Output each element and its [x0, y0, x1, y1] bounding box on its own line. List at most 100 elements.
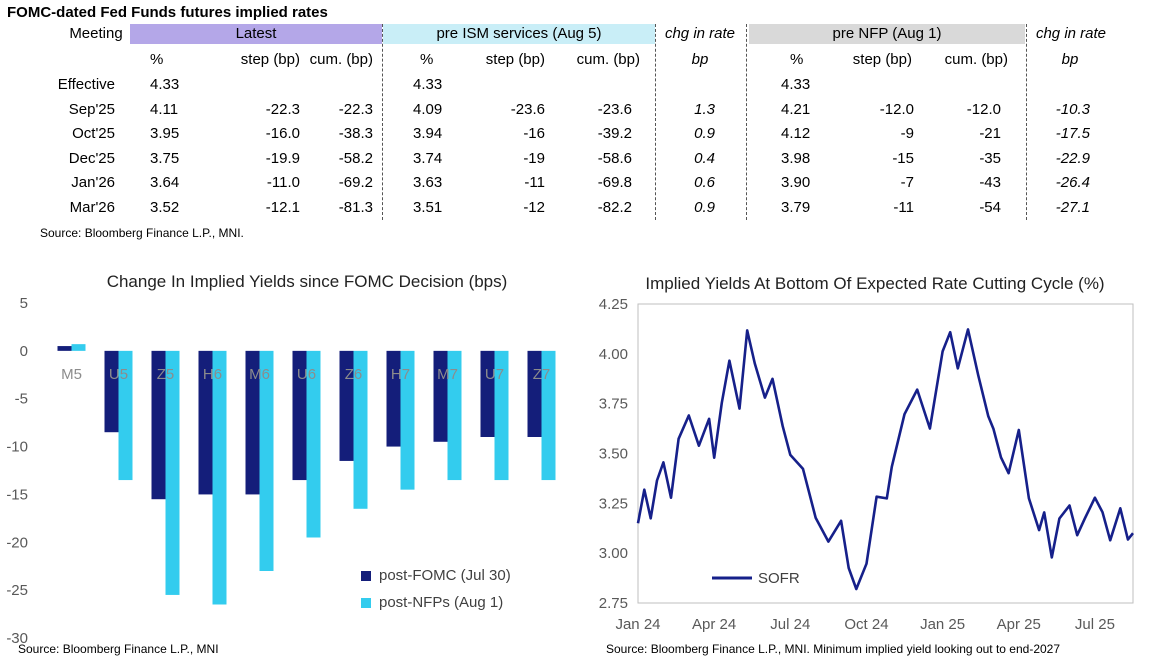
bar-post-nfp — [353, 350, 368, 509]
divider — [746, 24, 747, 220]
category-label: M6 — [249, 366, 270, 383]
row-label: Oct'25 — [72, 125, 115, 143]
table-cell: -35 — [979, 149, 1001, 167]
bar-chart-title: Change In Implied Yields since FOMC Deci… — [107, 272, 508, 291]
table-cell: 3.94 — [413, 125, 443, 143]
bar-post-fomc — [292, 350, 307, 481]
x-tick-label: Jul 25 — [1075, 616, 1115, 633]
table-cell: -16.0 — [265, 125, 300, 143]
bar-post-fomc — [433, 350, 448, 442]
bar-post-fomc — [57, 346, 72, 351]
table-cell: 4.12 — [781, 125, 811, 143]
category-label: U5 — [109, 366, 128, 383]
table-cell: -11 — [524, 174, 545, 192]
category-label: U7 — [485, 366, 504, 383]
y-tick-label: 3.75 — [599, 396, 628, 413]
table-cell: 1.3 — [694, 100, 715, 118]
table-title: FOMC-dated Fed Funds futures implied rat… — [7, 4, 328, 21]
table-cell: -58.6 — [597, 149, 632, 167]
table-subheader: % — [420, 51, 434, 68]
table-cell: -15 — [892, 149, 914, 167]
row-label: Dec'25 — [68, 149, 115, 167]
table-subheader: bp — [691, 51, 709, 68]
table-cell: 3.51 — [413, 199, 443, 216]
legend-swatch — [361, 598, 371, 608]
x-tick-label: Apr 24 — [692, 616, 736, 633]
bar-post-nfp — [447, 350, 462, 481]
line-chart-title: Implied Yields At Bottom Of Expected Rat… — [645, 274, 1104, 293]
table-cell: 0.6 — [694, 174, 715, 192]
table-cell: -12 — [523, 199, 545, 216]
table-cell: 4.11 — [150, 100, 179, 118]
table-cell: -19 — [523, 149, 545, 167]
y-tick-label: 5 — [20, 295, 28, 312]
row-label: Mar'26 — [69, 199, 115, 216]
x-tick-label: Oct 24 — [844, 616, 888, 633]
x-tick-label: Jan 24 — [615, 616, 660, 633]
table-cell: -11.0 — [266, 174, 300, 192]
table-cell: 3.75 — [150, 149, 180, 167]
x-tick-label: Jul 24 — [770, 616, 810, 633]
y-tick-label: -30 — [6, 630, 28, 647]
table-cell: -26.4 — [1055, 174, 1090, 192]
table-cell: 3.52 — [150, 199, 180, 216]
table-subheader: step (bp) — [485, 51, 545, 68]
bar-post-nfp — [400, 350, 415, 490]
bar-post-nfp — [71, 344, 86, 351]
table-cell: -23.6 — [510, 100, 545, 118]
y-tick-label: 0 — [20, 343, 28, 360]
table-cell: 3.98 — [781, 149, 811, 167]
category-label: H7 — [391, 366, 410, 383]
table-subheader: cum. (bp) — [944, 51, 1008, 68]
bar-post-fomc — [527, 350, 542, 437]
table-cell: -82.2 — [597, 199, 632, 216]
table-cell: -23.6 — [597, 100, 632, 118]
table-cell: 3.90 — [781, 174, 811, 192]
bar-post-nfp — [306, 350, 321, 538]
table-cell: 3.79 — [781, 199, 811, 216]
y-tick-label: 4.00 — [599, 346, 628, 363]
table-cell: -12.0 — [879, 100, 914, 118]
legend-label: post-NFPs (Aug 1) — [379, 594, 503, 611]
table-subheader: step (bp) — [852, 51, 912, 68]
bar-post-nfp — [118, 350, 133, 481]
table-cell: -12.1 — [265, 199, 300, 216]
table-cell: -54 — [979, 199, 1001, 216]
row-label: Effective — [57, 76, 115, 93]
table-cell: 4.21 — [781, 100, 811, 118]
bar-post-nfp — [212, 350, 227, 605]
table-cell: -58.2 — [338, 149, 373, 167]
bar-post-fomc — [151, 350, 166, 500]
row-label: Jan'26 — [71, 174, 115, 192]
divider — [1026, 24, 1027, 220]
table-cell: -22.3 — [338, 100, 373, 118]
y-tick-label: 3.25 — [599, 495, 628, 512]
sofr-line — [636, 328, 1135, 591]
group-header-pre-ism: pre ISM services (Aug 5) — [383, 24, 655, 44]
table-cell: -9 — [900, 125, 914, 143]
bar-post-fomc — [480, 350, 495, 437]
bar-post-fomc — [104, 350, 119, 433]
legend-label: SOFR — [758, 570, 800, 587]
group-header-chg-rate-2: chg in rate — [1027, 24, 1115, 44]
table-cell: 4.09 — [413, 100, 443, 118]
group-header-pre-nfp: pre NFP (Aug 1) — [749, 24, 1025, 44]
table-cell: -17.5 — [1055, 125, 1090, 143]
table-cell: 0.4 — [694, 149, 715, 167]
y-tick-label: 3.00 — [599, 545, 628, 562]
table-cell: 3.63 — [413, 174, 443, 192]
group-header-chg-rate-1: chg in rate — [656, 24, 744, 44]
bar-post-fomc — [198, 350, 213, 495]
category-label: U6 — [297, 366, 316, 383]
table-cell: 0.9 — [694, 199, 715, 216]
category-label: H6 — [203, 366, 222, 383]
category-label: Z5 — [157, 366, 175, 383]
bar-chart-source: Source: Bloomberg Finance L.P., MNI — [18, 642, 219, 656]
table-cell: -69.2 — [338, 174, 373, 192]
table-cell: 3.74 — [413, 149, 443, 167]
divider — [382, 24, 383, 220]
category-label: Z6 — [345, 366, 363, 383]
bar-post-nfp — [165, 350, 180, 595]
category-label: M7 — [437, 366, 458, 383]
table-cell: -81.3 — [338, 199, 373, 216]
